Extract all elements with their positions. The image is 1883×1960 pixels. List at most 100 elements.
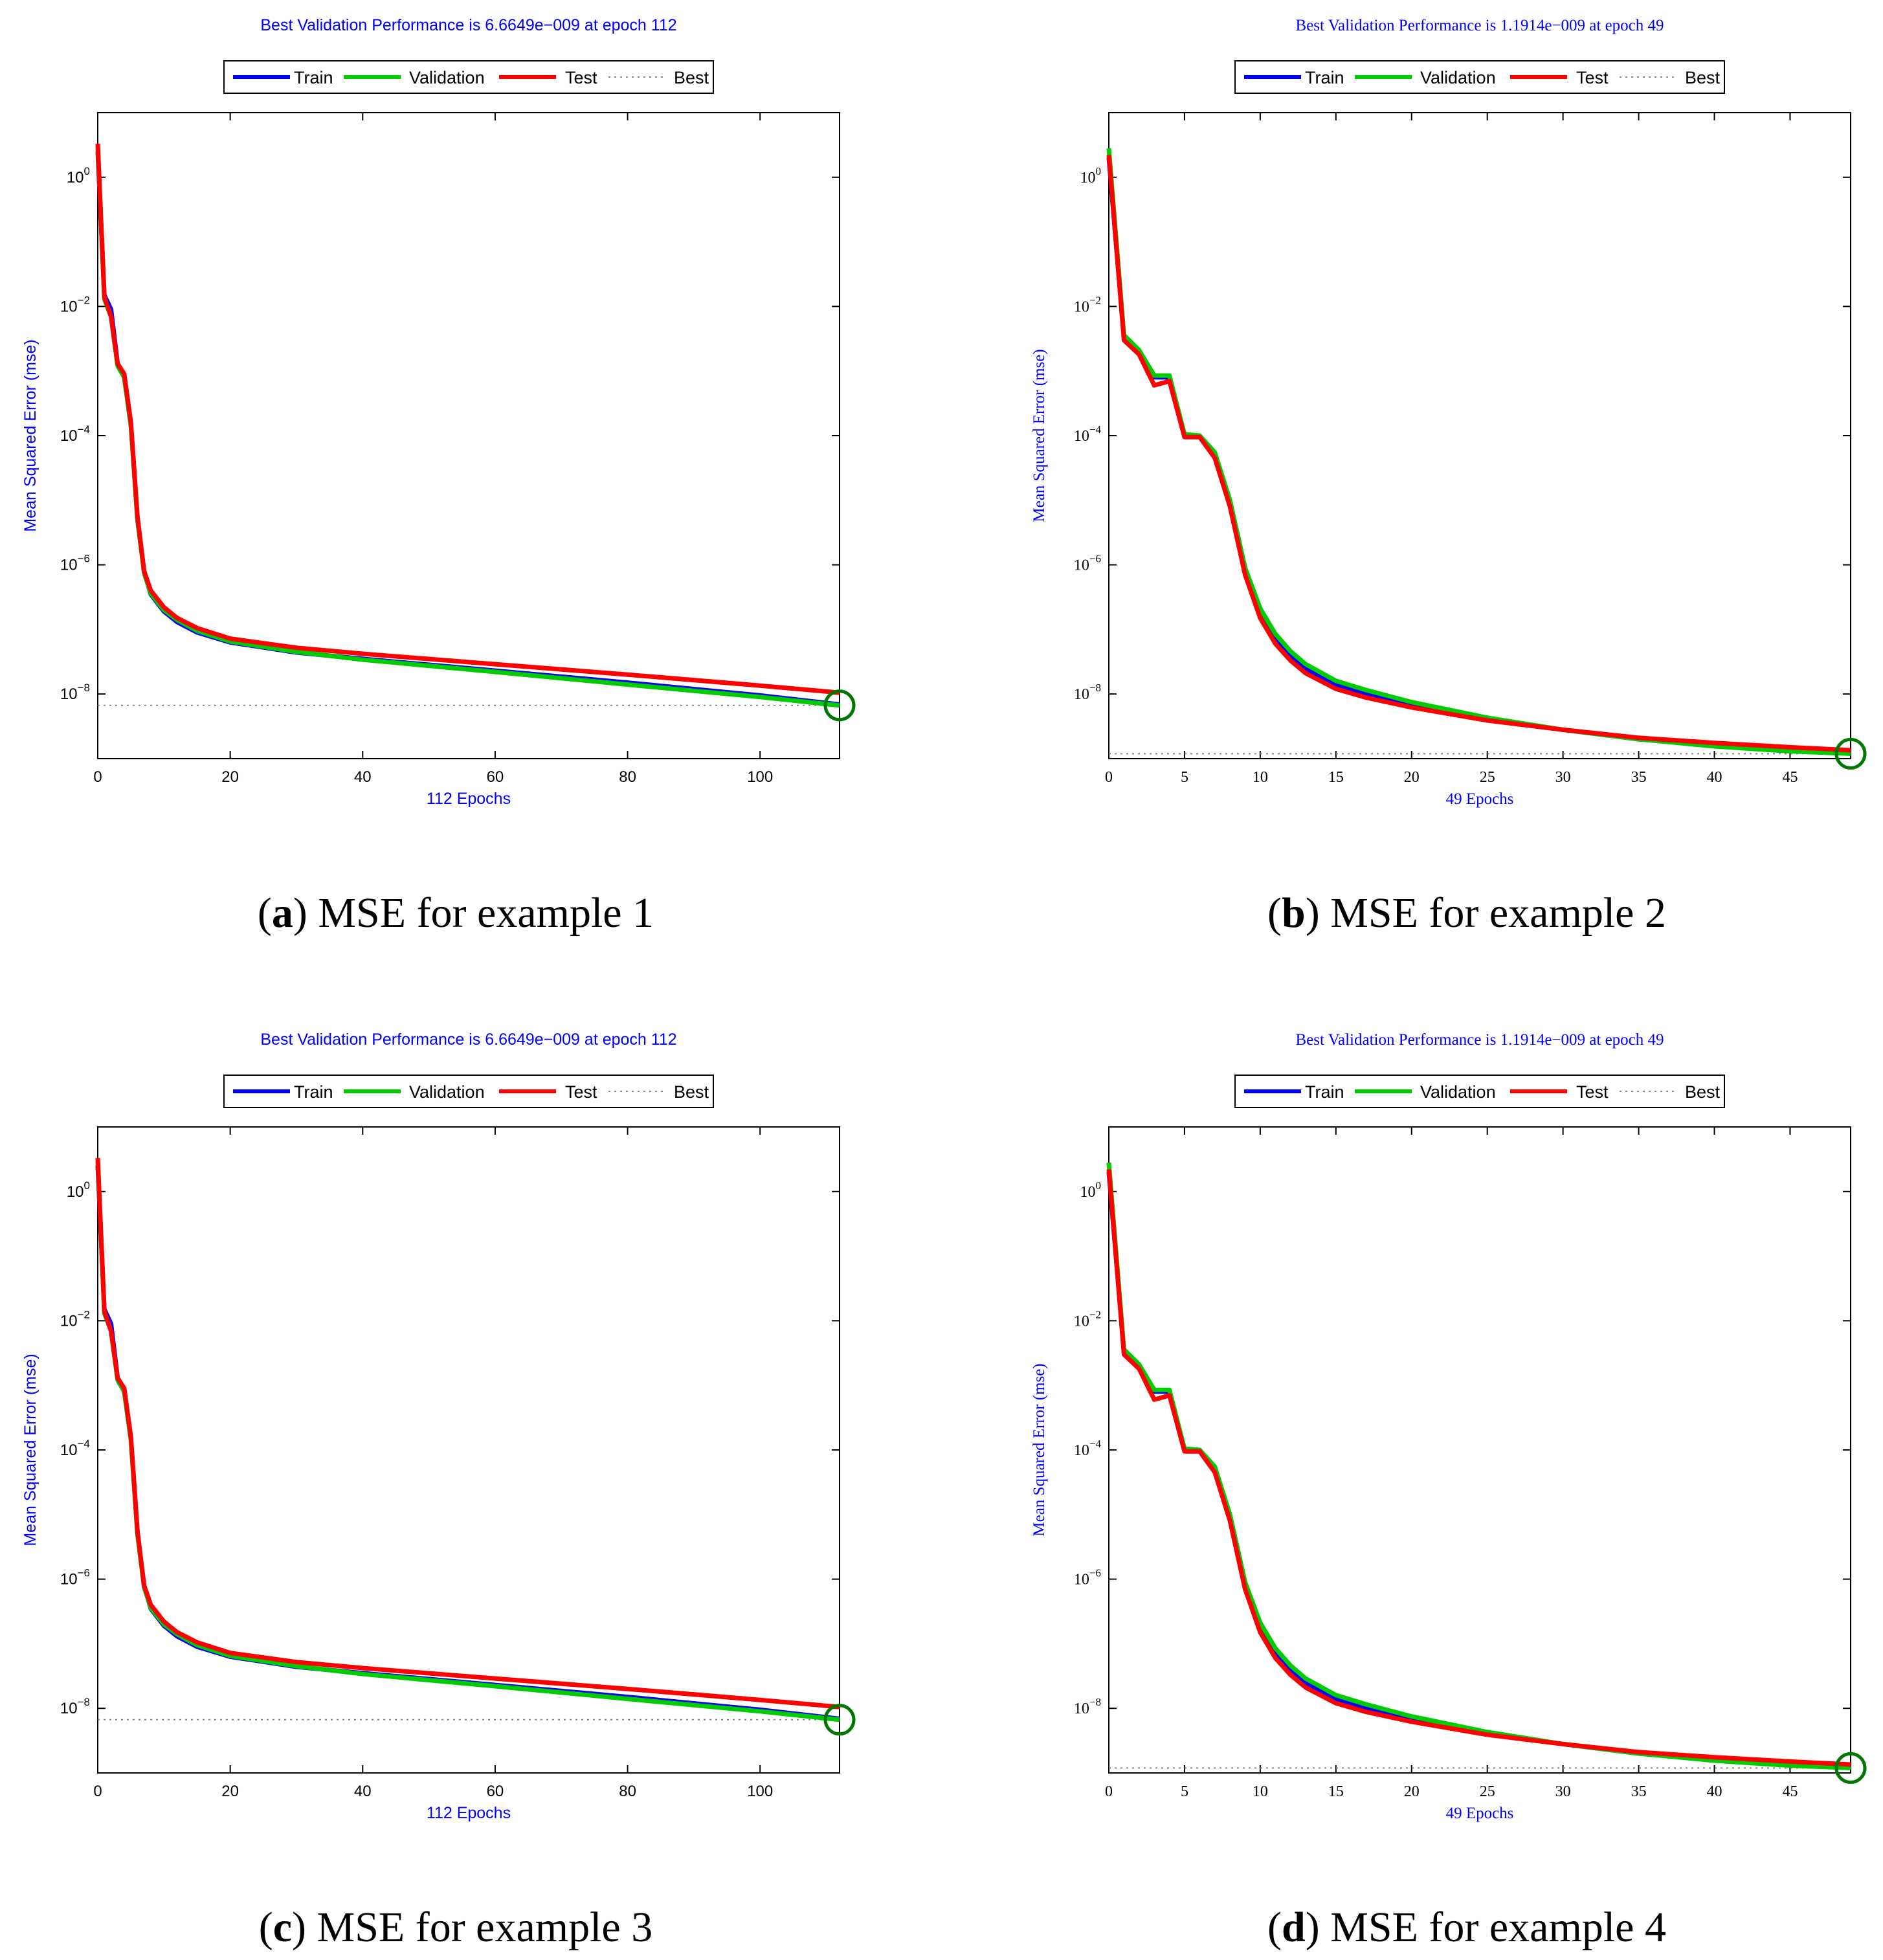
x-tick-label: 20 xyxy=(221,1783,239,1800)
plot-area xyxy=(1108,1126,1851,1774)
x-tick-label: 30 xyxy=(1555,769,1571,786)
chart-panel-b: Best Validation Performance is 1.1914e−0… xyxy=(1031,17,1867,937)
legend-label-train: Train xyxy=(1305,68,1344,87)
y-tick-label: 10−8 xyxy=(60,1696,90,1717)
x-axis-label: 112 Epochs xyxy=(427,1804,511,1822)
y-tick-label: 10−6 xyxy=(1074,553,1101,574)
legend-label-train: Train xyxy=(1305,1082,1344,1102)
legend-label-best: Best xyxy=(674,68,709,87)
legend-label-train: Train xyxy=(294,1082,333,1102)
x-tick-label: 25 xyxy=(1480,769,1495,786)
x-tick-label: 5 xyxy=(1181,769,1188,786)
series-line-train xyxy=(1106,1172,1851,1770)
x-tick-label: 60 xyxy=(487,768,504,786)
legend-label-validation: Validation xyxy=(409,1082,485,1102)
chart-panel-d: Best Validation Performance is 1.1914e−0… xyxy=(1031,1031,1867,1951)
subfigure-caption: (d) MSE for example 4 xyxy=(1267,1904,1666,1951)
y-axis-label: Mean Squared Error (mse) xyxy=(21,339,39,531)
chart-title: Best Validation Performance is 6.6649e−0… xyxy=(260,1030,676,1049)
x-tick-label: 45 xyxy=(1782,1783,1798,1800)
series-line-test xyxy=(95,1157,840,1709)
x-tick-label: 15 xyxy=(1328,1783,1344,1800)
subfigure-caption: (c) MSE for example 3 xyxy=(259,1904,652,1951)
x-axis-label: 49 Epochs xyxy=(1446,790,1514,808)
y-tick-label: 10−8 xyxy=(1074,682,1101,703)
legend-label-validation: Validation xyxy=(1420,68,1496,87)
legend-label-test: Test xyxy=(565,1082,597,1102)
series-line-test xyxy=(95,143,840,695)
y-tick-label: 10−6 xyxy=(60,553,90,574)
x-tick-label: 40 xyxy=(354,1783,372,1800)
y-tick-label: 10−4 xyxy=(1074,1438,1102,1459)
legend-label-validation: Validation xyxy=(1420,1082,1496,1102)
legend-label-best: Best xyxy=(1685,68,1721,87)
x-tick-label: 100 xyxy=(747,1783,773,1800)
x-tick-label: 0 xyxy=(93,768,102,786)
best-marker xyxy=(1834,737,1867,770)
x-tick-label: 45 xyxy=(1782,769,1798,786)
y-tick-label: 100 xyxy=(1080,165,1102,186)
x-tick-label: 30 xyxy=(1555,1783,1571,1800)
legend-label-test: Test xyxy=(1576,1082,1609,1102)
series-line-validation xyxy=(95,146,840,708)
chart-panel-c: Best Validation Performance is 6.6649e−0… xyxy=(21,1030,856,1951)
x-tick-label: 35 xyxy=(1631,1783,1647,1800)
y-tick-label: 10−8 xyxy=(60,682,90,703)
x-tick-label: 20 xyxy=(1404,1783,1420,1800)
y-tick-label: 100 xyxy=(1080,1179,1102,1201)
y-tick-label: 10−8 xyxy=(1074,1696,1101,1717)
y-axis-label: Mean Squared Error (mse) xyxy=(21,1353,39,1546)
legend-label-best: Best xyxy=(674,1082,709,1102)
best-marker xyxy=(1834,1752,1867,1784)
y-tick-label: 10−4 xyxy=(60,423,90,445)
legend-label-best: Best xyxy=(1685,1082,1721,1102)
x-tick-label: 60 xyxy=(487,1783,504,1800)
x-tick-label: 0 xyxy=(93,1783,102,1800)
y-tick-label: 10−4 xyxy=(1074,423,1102,445)
legend-label-validation: Validation xyxy=(409,68,485,87)
x-tick-label: 0 xyxy=(1105,1783,1113,1800)
series-line-train xyxy=(1106,157,1851,756)
y-tick-label: 10−4 xyxy=(60,1438,90,1459)
x-tick-label: 20 xyxy=(221,768,239,786)
legend: Train Validation Test Best xyxy=(1234,1075,1725,1108)
x-tick-label: 35 xyxy=(1631,769,1647,786)
y-tick-label: 100 xyxy=(67,165,90,186)
x-tick-label: 10 xyxy=(1253,769,1268,786)
y-axis-label: Mean Squared Error (mse) xyxy=(1031,349,1048,522)
x-axis-label: 112 Epochs xyxy=(427,790,511,808)
y-tick-label: 10−2 xyxy=(60,294,90,315)
series-line-test xyxy=(1106,155,1851,753)
x-tick-label: 10 xyxy=(1253,1783,1268,1800)
best-marker xyxy=(823,1704,856,1736)
x-tick-label: 100 xyxy=(747,768,773,786)
series-line-validation xyxy=(1106,148,1851,756)
series-line-train xyxy=(95,1165,840,1721)
x-tick-label: 80 xyxy=(619,768,636,786)
subfigure-caption: (a) MSE for example 1 xyxy=(258,889,654,937)
x-tick-label: 0 xyxy=(1105,769,1113,786)
series-line-validation xyxy=(1106,1162,1851,1770)
y-tick-label: 10−6 xyxy=(60,1567,90,1588)
plot-area xyxy=(1108,112,1851,759)
x-tick-label: 20 xyxy=(1404,769,1420,786)
chart-title: Best Validation Performance is 1.1914e−0… xyxy=(1295,1031,1664,1049)
series-line-test xyxy=(1106,1169,1851,1767)
x-tick-label: 40 xyxy=(354,768,372,786)
chart-title: Best Validation Performance is 6.6649e−0… xyxy=(260,16,676,34)
y-tick-label: 10−6 xyxy=(1074,1567,1101,1588)
legend-label-test: Test xyxy=(565,68,597,87)
y-tick-label: 10−2 xyxy=(1074,1308,1101,1330)
chart-title: Best Validation Performance is 1.1914e−0… xyxy=(1295,17,1664,34)
series-line-train xyxy=(95,151,840,707)
legend-label-test: Test xyxy=(1576,68,1609,87)
legend-label-train: Train xyxy=(294,68,333,87)
y-tick-label: 10−2 xyxy=(60,1308,90,1330)
x-tick-label: 15 xyxy=(1328,769,1344,786)
y-tick-label: 10−2 xyxy=(1074,294,1101,315)
legend: Train Validation Test Best xyxy=(223,1075,714,1108)
x-tick-label: 80 xyxy=(619,1783,636,1800)
legend: Train Validation Test Best xyxy=(223,60,714,94)
x-axis-label: 49 Epochs xyxy=(1446,1805,1514,1822)
